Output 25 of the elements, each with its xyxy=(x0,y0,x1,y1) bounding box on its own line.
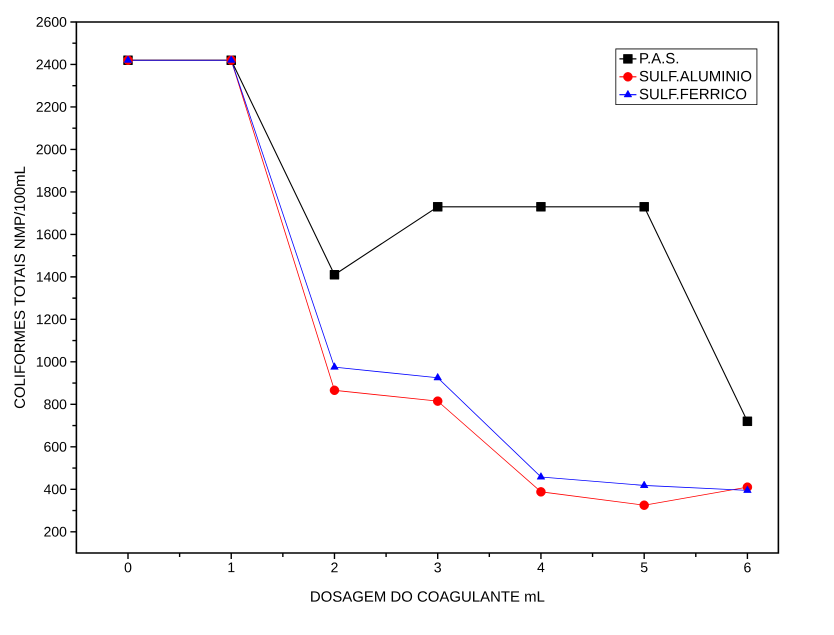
y-tick-label: 1200 xyxy=(36,314,66,324)
x-tick-label: 5 xyxy=(640,562,648,572)
y-tick-label: 2600 xyxy=(36,17,66,27)
y-tick-label: 1000 xyxy=(36,356,66,367)
y-tick-label: 200 xyxy=(44,526,66,537)
x-tick-label: 1 xyxy=(228,562,234,572)
y-tick-label: 2400 xyxy=(36,60,66,70)
x-tick-label: 6 xyxy=(744,562,751,572)
x-tick-label: 2 xyxy=(331,562,338,572)
y-tick-label: 1800 xyxy=(36,186,66,197)
x-tick-label: 3 xyxy=(434,562,441,572)
y-axis-title: COLIFORMES TOTAIS NMP/100mL xyxy=(14,166,25,408)
y-tick-label: 1600 xyxy=(36,229,66,240)
y-tick-label: 800 xyxy=(44,399,66,410)
legend-label: P.A.S. xyxy=(640,52,678,64)
y-tick-label: 400 xyxy=(44,484,66,494)
legend-label: SULF.FERRICO xyxy=(640,88,746,100)
x-axis-title: DOSAGEM DO COAGULANTE mL xyxy=(311,591,544,602)
y-tick-label: 600 xyxy=(44,442,66,452)
y-tick-label: 2000 xyxy=(36,144,66,154)
legend-label: SULF.ALUMINIO xyxy=(640,70,752,82)
x-tick-label: 0 xyxy=(124,562,132,572)
y-tick-label: 1400 xyxy=(36,272,66,282)
y-tick-label: 2200 xyxy=(36,102,66,112)
x-tick-label: 4 xyxy=(537,562,544,572)
